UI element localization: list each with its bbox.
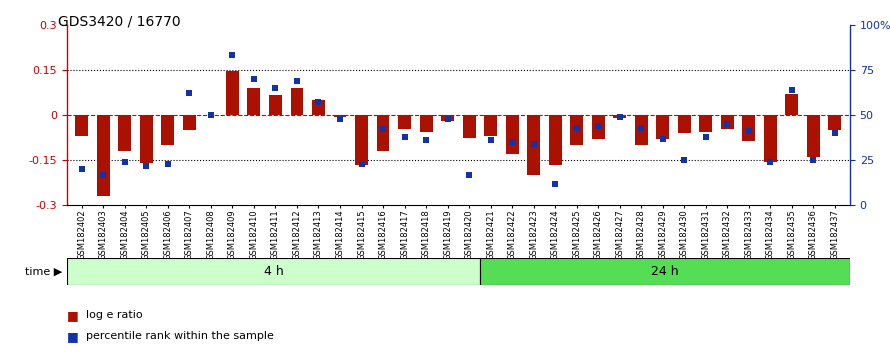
Bar bbox=[829, 115, 841, 130]
Bar bbox=[355, 115, 368, 165]
Bar bbox=[118, 115, 132, 151]
Bar bbox=[97, 115, 109, 196]
Bar bbox=[656, 115, 669, 139]
Text: 4 h: 4 h bbox=[263, 265, 283, 278]
Text: percentile rank within the sample: percentile rank within the sample bbox=[86, 331, 274, 341]
Bar bbox=[635, 115, 648, 145]
Bar bbox=[441, 115, 454, 121]
Bar bbox=[398, 115, 411, 129]
Text: GDS3420 / 16770: GDS3420 / 16770 bbox=[58, 14, 181, 28]
Bar bbox=[700, 115, 712, 132]
Bar bbox=[334, 115, 346, 116]
Bar bbox=[419, 115, 433, 132]
Bar bbox=[269, 96, 282, 115]
Bar bbox=[506, 115, 519, 154]
Text: ■: ■ bbox=[67, 309, 78, 321]
Bar bbox=[592, 115, 604, 139]
Bar bbox=[226, 70, 239, 115]
Bar bbox=[376, 115, 390, 151]
Bar bbox=[140, 115, 153, 163]
Bar bbox=[312, 100, 325, 115]
Bar bbox=[480, 258, 850, 285]
Bar bbox=[742, 115, 756, 141]
Bar bbox=[764, 115, 777, 162]
Bar bbox=[463, 115, 475, 138]
Bar bbox=[785, 94, 798, 115]
Bar bbox=[67, 258, 480, 285]
Bar bbox=[161, 115, 174, 145]
Bar bbox=[76, 115, 88, 136]
Bar bbox=[721, 115, 733, 129]
Bar bbox=[290, 88, 303, 115]
Text: log e ratio: log e ratio bbox=[86, 310, 143, 320]
Text: time ▶: time ▶ bbox=[25, 267, 62, 277]
Bar bbox=[807, 115, 820, 157]
Bar bbox=[183, 115, 196, 130]
Bar bbox=[613, 115, 627, 118]
Bar bbox=[549, 115, 562, 165]
Bar bbox=[484, 115, 498, 136]
Bar bbox=[527, 115, 540, 175]
Text: 24 h: 24 h bbox=[651, 265, 679, 278]
Text: ■: ■ bbox=[67, 330, 78, 343]
Bar bbox=[570, 115, 583, 145]
Bar bbox=[678, 115, 691, 133]
Bar bbox=[247, 88, 261, 115]
